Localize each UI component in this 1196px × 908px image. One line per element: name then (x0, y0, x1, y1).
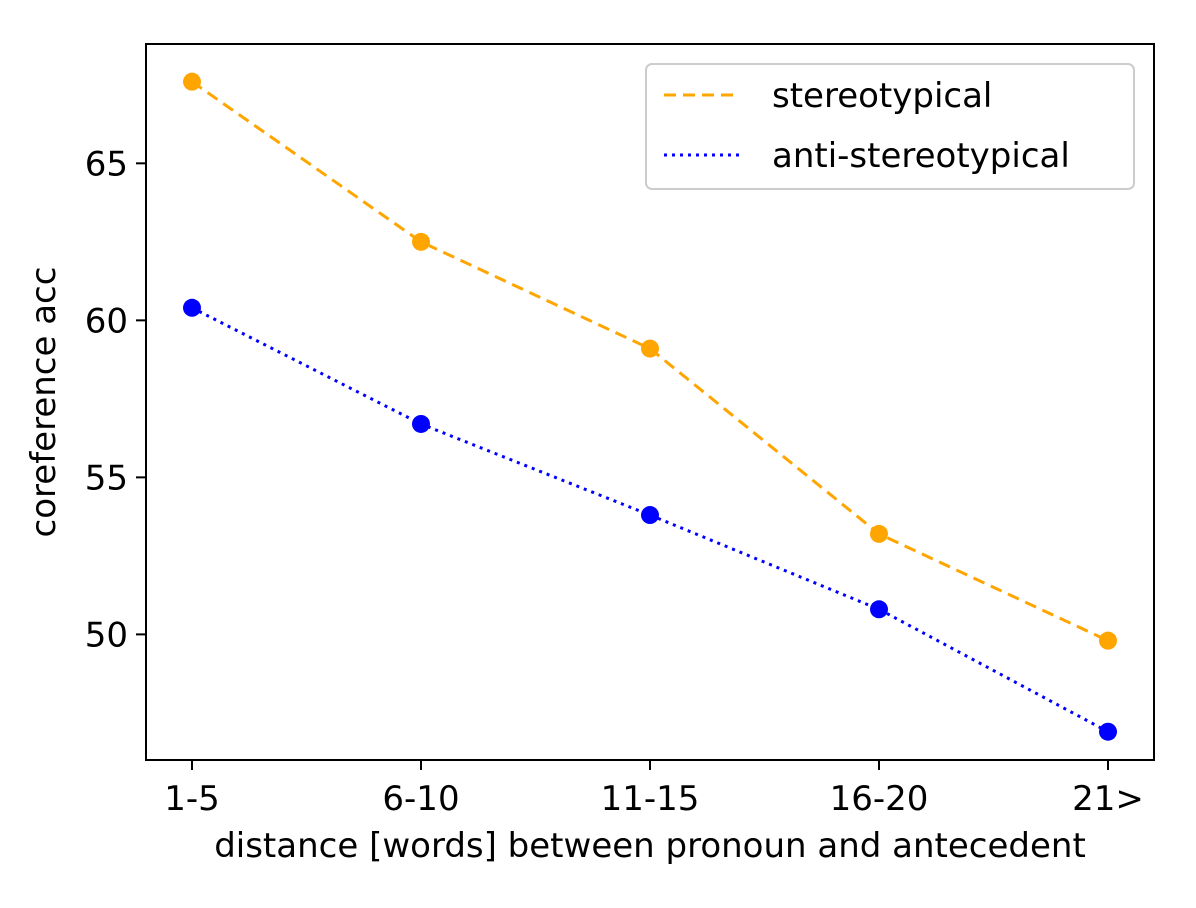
x-tick-label: 21> (1072, 779, 1144, 819)
data-point (412, 232, 430, 251)
y-axis-label: coreference acc (24, 267, 64, 538)
x-tick-label: 11-15 (601, 779, 700, 819)
data-point (870, 600, 888, 619)
axis-layer: 50 55 60 65 1-5 6-10 11-15 16-20 21> (85, 144, 1144, 819)
x-tick-label: 16-20 (830, 779, 929, 819)
series-anti-stereotypical (183, 298, 1117, 741)
y-tick-label: 65 (85, 144, 128, 184)
x-tick-label: 6-10 (382, 779, 459, 819)
data-point (1099, 631, 1117, 650)
data-point (1099, 722, 1117, 741)
legend: stereotypical anti-stereotypical (645, 63, 1135, 190)
legend-label: stereotypical (772, 76, 992, 116)
y-tick-label: 50 (85, 615, 128, 655)
legend-label: anti-stereotypical (772, 136, 1070, 176)
data-point (183, 72, 201, 91)
series-layer (183, 72, 1117, 741)
data-point (641, 506, 659, 525)
x-axis-label: distance [words] between pronoun and ant… (214, 826, 1086, 866)
data-point (870, 524, 888, 543)
legend-frame (645, 63, 1135, 190)
data-point (412, 414, 430, 433)
series-stereotypical (183, 72, 1117, 650)
x-tick-label: 1-5 (164, 779, 220, 819)
y-tick-label: 60 (85, 301, 128, 341)
y-tick-label: 55 (85, 458, 128, 498)
data-point (641, 339, 659, 358)
data-point (183, 298, 201, 317)
